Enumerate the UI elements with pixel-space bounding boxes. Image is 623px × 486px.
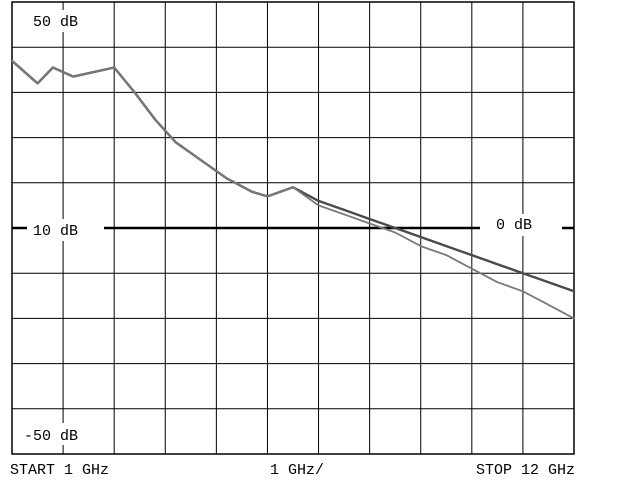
series-1-trace [10, 59, 576, 293]
series-2-trace [11, 59, 575, 320]
y-axis-labels: 50 dB 10 dB -50 dB 0 dB [23, 10, 562, 445]
label-backdrop [480, 214, 562, 236]
traces [10, 59, 576, 320]
label-backdrop [27, 219, 104, 241]
y-top-label: 50 dB [33, 14, 78, 31]
y-mid-label: 10 dB [33, 223, 78, 240]
label-backdrop [27, 10, 97, 32]
graticule [11, 1, 575, 455]
reference-line-label: 0 dB [496, 217, 532, 234]
x-start-label: START 1 GHz [10, 462, 110, 479]
x-scale-label: 1 GHz/ [270, 462, 325, 479]
y-bottom-label: -50 dB [24, 428, 78, 445]
x-stop-label: STOP 12 GHz [476, 462, 576, 479]
label-backdrop [23, 423, 99, 445]
